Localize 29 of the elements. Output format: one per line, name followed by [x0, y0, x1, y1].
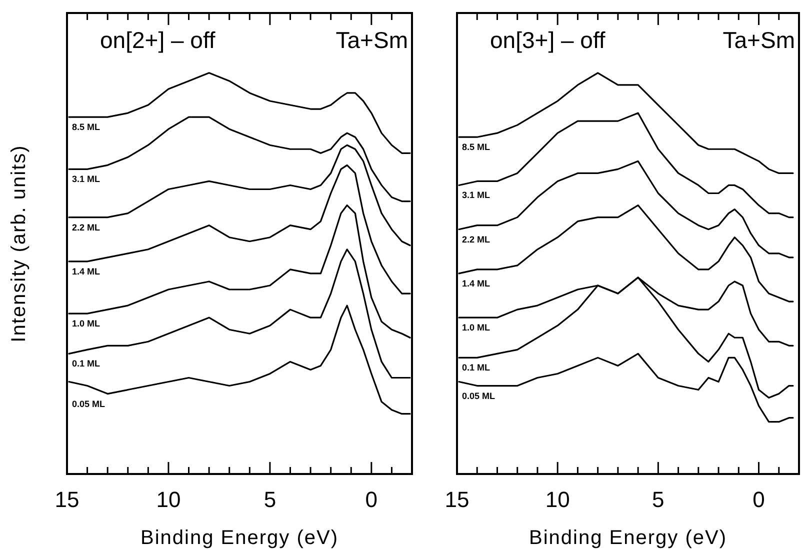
series-label: 1.0 ML — [462, 322, 491, 333]
series-label: 1.4 ML — [72, 266, 101, 276]
series-label: 2.2 ML — [72, 222, 101, 232]
chart-subtitle: Ta+Sm — [722, 27, 795, 53]
x-tick-label: 5 — [652, 487, 664, 512]
x-tick-label: 10 — [156, 487, 181, 512]
y-axis-title: Intensity (arb. units) — [8, 144, 30, 342]
series-label: 1.0 ML — [72, 318, 101, 329]
chart-subtitle: Ta+Sm — [336, 27, 408, 53]
chart-title: on[3+] – off — [490, 27, 606, 53]
x-tick-label: 5 — [264, 487, 276, 512]
series-label: 3.1 ML — [462, 190, 491, 200]
series-label: 0.05 ML — [462, 390, 496, 401]
x-tick-label: 10 — [545, 487, 570, 512]
x-axis-title: Binding Energy (eV) — [529, 527, 727, 549]
x-tick-label: 15 — [54, 487, 80, 512]
x-tick-label: 0 — [365, 487, 378, 512]
series-label: 8.5 ML — [72, 122, 101, 132]
x-tick-label: 15 — [444, 487, 470, 512]
series-label: 0.1 ML — [462, 362, 491, 373]
series-label: 3.1 ML — [72, 174, 101, 184]
x-tick-label: 0 — [752, 487, 765, 512]
series-label: 0.05 ML — [72, 398, 106, 409]
series-label: 1.4 ML — [462, 278, 491, 288]
series-label: 2.2 ML — [462, 234, 491, 244]
series-label: 8.5 ML — [462, 142, 491, 152]
series-label: 0.1 ML — [72, 358, 101, 369]
chart-title: on[2+] – off — [100, 27, 216, 53]
x-axis-title: Binding Energy (eV) — [140, 527, 338, 549]
